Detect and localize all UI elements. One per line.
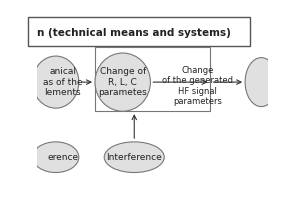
FancyBboxPatch shape — [95, 47, 210, 111]
Text: Change
of the generated
HF signal
parameters: Change of the generated HF signal parame… — [162, 66, 233, 106]
Ellipse shape — [33, 56, 79, 108]
Ellipse shape — [104, 142, 164, 173]
Text: Interference: Interference — [106, 153, 162, 162]
Ellipse shape — [245, 58, 277, 107]
Text: Change of
R, L, C
parametes: Change of R, L, C parametes — [98, 67, 147, 97]
Text: erence: erence — [47, 153, 78, 162]
Text: anical
as of the
lements: anical as of the lements — [43, 67, 83, 97]
Ellipse shape — [33, 142, 79, 173]
Ellipse shape — [95, 53, 150, 111]
Text: n (technical means and systems): n (technical means and systems) — [37, 28, 231, 38]
